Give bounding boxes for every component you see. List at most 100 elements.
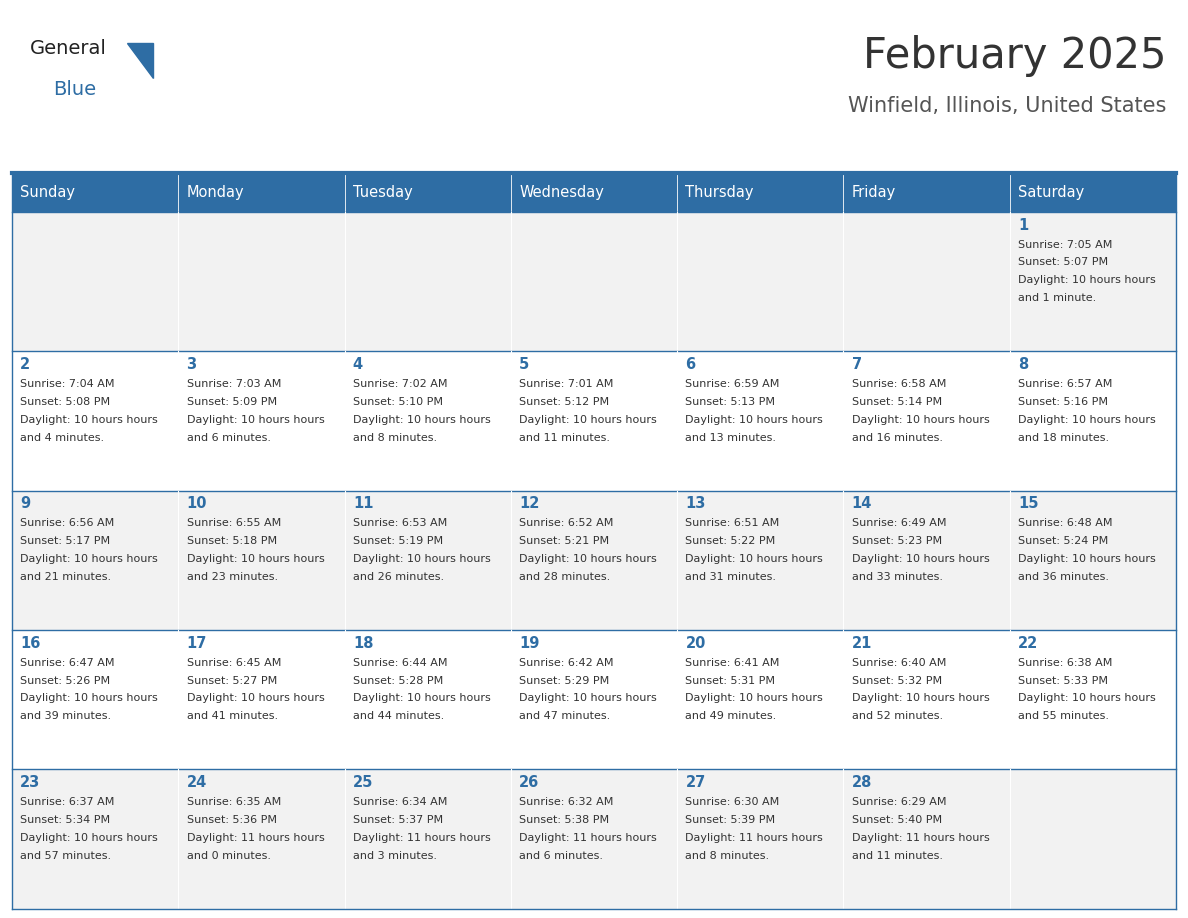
Text: Daylight: 11 hours hours: Daylight: 11 hours hours <box>685 833 823 843</box>
Text: Saturday: Saturday <box>1018 185 1085 200</box>
Text: Sunset: 5:29 PM: Sunset: 5:29 PM <box>519 676 609 686</box>
Text: Daylight: 10 hours hours: Daylight: 10 hours hours <box>852 415 990 425</box>
Text: Daylight: 10 hours hours: Daylight: 10 hours hours <box>187 554 324 564</box>
Text: Daylight: 10 hours hours: Daylight: 10 hours hours <box>685 415 823 425</box>
Text: Sunset: 5:17 PM: Sunset: 5:17 PM <box>20 536 110 546</box>
Text: Sunset: 5:36 PM: Sunset: 5:36 PM <box>187 815 277 825</box>
Text: 22: 22 <box>1018 635 1038 651</box>
Text: Sunrise: 6:44 AM: Sunrise: 6:44 AM <box>353 657 448 667</box>
Text: Daylight: 11 hours hours: Daylight: 11 hours hours <box>852 833 990 843</box>
Text: Daylight: 11 hours hours: Daylight: 11 hours hours <box>353 833 491 843</box>
Text: and 0 minutes.: and 0 minutes. <box>187 851 271 861</box>
Text: Monday: Monday <box>187 185 245 200</box>
Text: Blue: Blue <box>53 80 96 99</box>
Text: Sunset: 5:34 PM: Sunset: 5:34 PM <box>20 815 110 825</box>
Text: and 21 minutes.: and 21 minutes. <box>20 572 112 582</box>
Text: Sunrise: 6:45 AM: Sunrise: 6:45 AM <box>187 657 280 667</box>
Text: Daylight: 10 hours hours: Daylight: 10 hours hours <box>519 693 657 703</box>
Text: Sunset: 5:40 PM: Sunset: 5:40 PM <box>852 815 942 825</box>
Text: Sunset: 5:23 PM: Sunset: 5:23 PM <box>852 536 942 546</box>
Text: Sunday: Sunday <box>20 185 75 200</box>
Text: and 8 minutes.: and 8 minutes. <box>353 432 437 442</box>
Bar <box>178 173 345 212</box>
Text: and 6 minutes.: and 6 minutes. <box>187 432 271 442</box>
Text: Sunset: 5:37 PM: Sunset: 5:37 PM <box>353 815 443 825</box>
Text: Sunrise: 6:34 AM: Sunrise: 6:34 AM <box>353 797 447 807</box>
Text: Tuesday: Tuesday <box>353 185 412 200</box>
Text: and 13 minutes.: and 13 minutes. <box>685 432 777 442</box>
Text: Sunrise: 6:38 AM: Sunrise: 6:38 AM <box>1018 657 1112 667</box>
Text: and 55 minutes.: and 55 minutes. <box>1018 711 1110 722</box>
Text: Daylight: 10 hours hours: Daylight: 10 hours hours <box>1018 693 1156 703</box>
Text: Sunrise: 6:55 AM: Sunrise: 6:55 AM <box>187 519 280 528</box>
Text: Daylight: 10 hours hours: Daylight: 10 hours hours <box>353 554 491 564</box>
Text: and 39 minutes.: and 39 minutes. <box>20 711 112 722</box>
Text: Daylight: 10 hours hours: Daylight: 10 hours hours <box>353 415 491 425</box>
Text: and 23 minutes.: and 23 minutes. <box>187 572 278 582</box>
Text: Sunset: 5:13 PM: Sunset: 5:13 PM <box>685 397 776 407</box>
Bar <box>12 491 1176 630</box>
Text: Sunset: 5:12 PM: Sunset: 5:12 PM <box>519 397 609 407</box>
Text: Daylight: 10 hours hours: Daylight: 10 hours hours <box>20 415 158 425</box>
Text: and 1 minute.: and 1 minute. <box>1018 294 1097 303</box>
Text: Sunrise: 6:29 AM: Sunrise: 6:29 AM <box>852 797 947 807</box>
Text: Winfield, Illinois, United States: Winfield, Illinois, United States <box>848 96 1167 117</box>
Text: 11: 11 <box>353 497 373 511</box>
Bar <box>843 173 1010 212</box>
Text: and 8 minutes.: and 8 minutes. <box>685 851 770 861</box>
Text: and 11 minutes.: and 11 minutes. <box>852 851 943 861</box>
Text: Daylight: 10 hours hours: Daylight: 10 hours hours <box>20 833 158 843</box>
Text: Daylight: 10 hours hours: Daylight: 10 hours hours <box>353 693 491 703</box>
Text: Sunrise: 6:47 AM: Sunrise: 6:47 AM <box>20 657 115 667</box>
Bar <box>12 212 1176 352</box>
Text: Sunrise: 6:57 AM: Sunrise: 6:57 AM <box>1018 379 1112 389</box>
Text: Sunrise: 6:53 AM: Sunrise: 6:53 AM <box>353 519 447 528</box>
Text: and 44 minutes.: and 44 minutes. <box>353 711 444 722</box>
Text: Sunset: 5:07 PM: Sunset: 5:07 PM <box>1018 257 1108 267</box>
Text: 10: 10 <box>187 497 207 511</box>
Text: Sunrise: 6:37 AM: Sunrise: 6:37 AM <box>20 797 114 807</box>
Text: Sunrise: 6:52 AM: Sunrise: 6:52 AM <box>519 519 613 528</box>
Text: Sunset: 5:22 PM: Sunset: 5:22 PM <box>685 536 776 546</box>
Text: 12: 12 <box>519 497 539 511</box>
Text: 23: 23 <box>20 775 40 790</box>
Text: Sunset: 5:26 PM: Sunset: 5:26 PM <box>20 676 110 686</box>
Text: Sunset: 5:33 PM: Sunset: 5:33 PM <box>1018 676 1108 686</box>
Text: Sunset: 5:09 PM: Sunset: 5:09 PM <box>187 397 277 407</box>
Text: Daylight: 10 hours hours: Daylight: 10 hours hours <box>20 693 158 703</box>
Text: 7: 7 <box>852 357 862 372</box>
Text: Daylight: 10 hours hours: Daylight: 10 hours hours <box>1018 554 1156 564</box>
Text: 24: 24 <box>187 775 207 790</box>
Bar <box>12 769 1176 909</box>
Text: Sunset: 5:28 PM: Sunset: 5:28 PM <box>353 676 443 686</box>
Text: Daylight: 11 hours hours: Daylight: 11 hours hours <box>187 833 324 843</box>
Text: Sunrise: 6:30 AM: Sunrise: 6:30 AM <box>685 797 779 807</box>
Text: Sunrise: 6:48 AM: Sunrise: 6:48 AM <box>1018 519 1113 528</box>
Text: 9: 9 <box>20 497 31 511</box>
Text: and 33 minutes.: and 33 minutes. <box>852 572 943 582</box>
Text: Daylight: 11 hours hours: Daylight: 11 hours hours <box>519 833 657 843</box>
Polygon shape <box>127 43 153 78</box>
Text: Wednesday: Wednesday <box>519 185 604 200</box>
Bar <box>12 630 1176 769</box>
Text: Daylight: 10 hours hours: Daylight: 10 hours hours <box>852 554 990 564</box>
Text: and 18 minutes.: and 18 minutes. <box>1018 432 1110 442</box>
Text: and 52 minutes.: and 52 minutes. <box>852 711 943 722</box>
Text: 28: 28 <box>852 775 872 790</box>
Text: 27: 27 <box>685 775 706 790</box>
Bar <box>345 173 511 212</box>
Text: Sunset: 5:27 PM: Sunset: 5:27 PM <box>187 676 277 686</box>
Text: Sunset: 5:08 PM: Sunset: 5:08 PM <box>20 397 110 407</box>
Text: Sunrise: 6:49 AM: Sunrise: 6:49 AM <box>852 519 947 528</box>
Text: 19: 19 <box>519 635 539 651</box>
Text: Friday: Friday <box>852 185 896 200</box>
Text: Daylight: 10 hours hours: Daylight: 10 hours hours <box>519 554 657 564</box>
Bar <box>12 352 1176 491</box>
Text: 18: 18 <box>353 635 373 651</box>
Text: Sunset: 5:16 PM: Sunset: 5:16 PM <box>1018 397 1108 407</box>
Text: February 2025: February 2025 <box>864 35 1167 77</box>
Text: Daylight: 10 hours hours: Daylight: 10 hours hours <box>852 693 990 703</box>
Text: 5: 5 <box>519 357 530 372</box>
Text: Sunrise: 6:58 AM: Sunrise: 6:58 AM <box>852 379 946 389</box>
Text: 21: 21 <box>852 635 872 651</box>
